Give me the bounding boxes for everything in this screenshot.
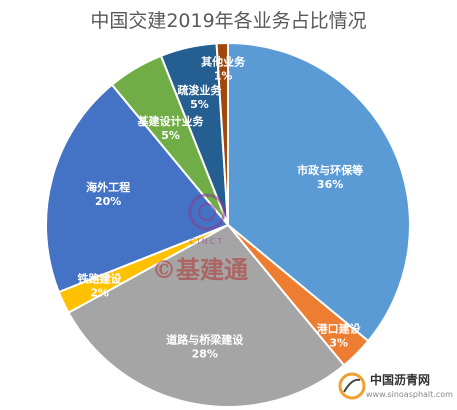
site-logo-icon xyxy=(338,372,366,400)
pie-slice xyxy=(215,41,229,226)
watermark-emblem-text: CINCT xyxy=(190,237,224,246)
slice-label: 海外工程 20% xyxy=(86,180,130,208)
slice-category-label: 疏浚业务 xyxy=(177,83,222,97)
slice-value-label: 36% xyxy=(317,178,343,191)
slice-label: 道路与桥梁建设 28% xyxy=(166,333,244,361)
pie-slice xyxy=(227,41,411,343)
slice-value-label: 2% xyxy=(90,286,109,299)
site-name: 中国沥青网 xyxy=(370,373,431,387)
pie-labels: 市政与环保等 36% 港口建设 3% 道路与桥梁建设 28% 铁路建设 2% 海外工程 20% 基建… xyxy=(78,55,364,361)
slice-category-label: 港口建设 xyxy=(317,322,362,336)
slice-category-label: 铁路建设 xyxy=(78,271,123,285)
slice-label: 铁路建设 2% xyxy=(78,271,123,299)
slice-label: 港口建设 3% xyxy=(317,322,362,350)
pie-slices xyxy=(45,41,411,408)
site-url: www.sinoasphalt.com xyxy=(366,390,453,399)
watermark-text: ©基建通 xyxy=(152,255,248,284)
slice-category-label: 基建设计业务 xyxy=(137,114,205,128)
slice-category-label: 海外工程 xyxy=(86,180,130,194)
slice-label: 其他业务 1% xyxy=(201,55,246,83)
pie-slice xyxy=(67,223,346,408)
slice-category-label: 其他业务 xyxy=(201,55,246,69)
slice-value-label: 1% xyxy=(214,70,233,83)
slice-label: 市政与环保等 36% xyxy=(297,163,363,191)
watermark-emblem xyxy=(188,193,226,231)
slice-category-label: 市政与环保等 xyxy=(297,163,363,177)
slice-label: 疏浚业务 5% xyxy=(177,83,222,111)
slice-value-label: 3% xyxy=(329,337,348,350)
slice-label: 基建设计业务 5% xyxy=(137,114,205,142)
slice-value-label: 20% xyxy=(95,195,121,208)
pie-slice xyxy=(45,83,230,294)
slice-category-label: 道路与桥梁建设 xyxy=(166,333,244,347)
slice-value-label: 5% xyxy=(190,98,209,111)
chart-title: 中国交建2019年各业务占比情况 xyxy=(90,10,367,32)
watermark-emblem-inner xyxy=(198,203,216,221)
slice-value-label: 5% xyxy=(161,129,180,142)
slice-value-label: 28% xyxy=(192,348,218,361)
watermark: CINCT ©基建通 xyxy=(152,193,248,284)
